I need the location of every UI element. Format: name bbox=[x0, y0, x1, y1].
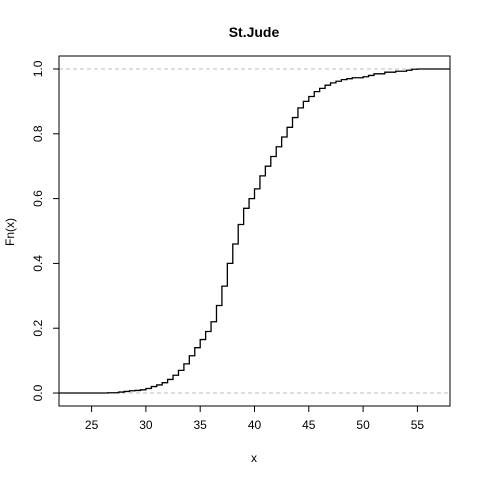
y-axis-label: Fn(x) bbox=[3, 218, 17, 246]
ecdf-line bbox=[59, 68, 450, 394]
chart-title: St.Jude bbox=[229, 24, 280, 40]
ecdf-series bbox=[59, 68, 450, 394]
x-tick-label: 45 bbox=[302, 418, 316, 432]
x-tick-label: 35 bbox=[194, 418, 208, 432]
y-axis: 0.0 0.2 0.4 0.6 0.8 1.0 bbox=[31, 60, 59, 401]
y-tick-label: 0.2 bbox=[31, 320, 45, 337]
x-axis-label: x bbox=[251, 451, 257, 465]
y-tick-label: 0.8 bbox=[31, 125, 45, 142]
plot-frame bbox=[58, 55, 451, 407]
x-tick-label: 50 bbox=[356, 418, 370, 432]
y-tick-label: 0.0 bbox=[31, 384, 45, 401]
y-tick-label: 0.6 bbox=[31, 190, 45, 207]
x-tick-label: 55 bbox=[411, 418, 425, 432]
x-axis: 25 30 35 40 45 50 55 bbox=[85, 406, 425, 432]
x-tick-label: 30 bbox=[139, 418, 153, 432]
y-tick-label: 0.4 bbox=[31, 255, 45, 272]
x-tick-label: 40 bbox=[248, 418, 262, 432]
reference-lines bbox=[59, 68, 450, 394]
x-tick-label: 25 bbox=[85, 418, 99, 432]
y-tick-label: 1.0 bbox=[31, 60, 45, 77]
